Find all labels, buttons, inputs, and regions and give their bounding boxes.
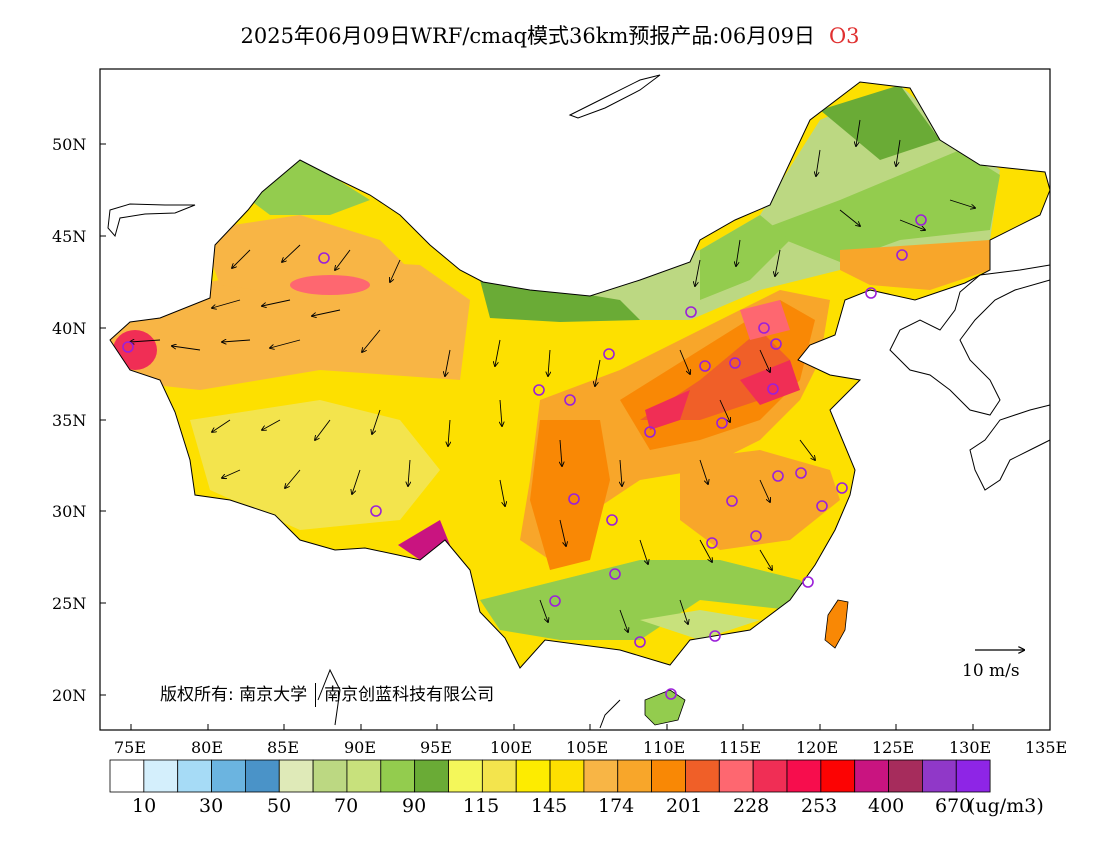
lon-label: 75E (114, 738, 147, 757)
lon-label: 120E (796, 738, 839, 757)
colorbar-swatch (854, 759, 889, 793)
colorbar-label: 70 (334, 795, 359, 817)
colorbar-swatch (244, 759, 280, 793)
colorbar-label: 253 (801, 795, 838, 817)
lat-label: 30N (52, 502, 87, 521)
lon-label: 95E (420, 738, 453, 757)
lon-label: 110E (643, 738, 686, 757)
china-outline (109, 81, 1051, 669)
colorbar-swatch (685, 759, 720, 793)
lon-label: 105E (566, 738, 609, 757)
colorbar-label: 228 (733, 795, 770, 817)
colorbar-swatch (515, 759, 551, 793)
copyright-credit: 版权所有: 南京大学 南京创蓝科技有限公司 (160, 680, 494, 707)
colorbar-swatch (617, 759, 652, 793)
colorbar-unit: (ug/m3) (968, 795, 1044, 817)
colorbar-swatch (346, 759, 382, 793)
hainan-island (644, 689, 686, 726)
axis-ticks (100, 143, 974, 730)
colorbar-label: 670 (935, 795, 972, 817)
colorbar-label: 400 (868, 795, 905, 817)
colorbar-swatch (583, 759, 619, 793)
city-markers (122, 214, 927, 700)
colorbar-swatch (888, 759, 923, 793)
colorbar-swatch (211, 759, 246, 793)
lat-label: 25N (52, 594, 87, 613)
colorbar-swatch (651, 759, 686, 793)
credit-left: 版权所有: 南京大学 (160, 685, 308, 705)
colorbar-swatch (109, 759, 145, 793)
colorbar-swatch (718, 759, 754, 793)
colorbar-swatch (752, 759, 788, 793)
wind-scale-label: 10 m/s (962, 661, 1020, 681)
lon-label: 130E (949, 738, 992, 757)
colorbar-swatch (481, 759, 517, 793)
credit-divider (315, 683, 317, 707)
map-title: 2025年06月09日WRF/cmaq模式36km预报产品:06月09日 O3 (0, 20, 1100, 50)
colorbar (109, 759, 991, 793)
colorbar-swatch (278, 759, 314, 793)
credit-right: 南京创蓝科技有限公司 (324, 685, 495, 705)
lat-label: 35N (52, 411, 87, 430)
species-label: O3 (828, 24, 860, 48)
lon-label: 125E (872, 738, 915, 757)
colorbar-label: 30 (199, 795, 224, 817)
colorbar-swatch (177, 759, 212, 793)
colorbar-swatch (448, 759, 483, 793)
lat-label: 45N (52, 227, 87, 246)
colorbar-label: 174 (598, 795, 635, 817)
lon-label: 115E (719, 738, 762, 757)
colorbar-label: 145 (531, 795, 568, 817)
colorbar-swatch (414, 759, 449, 793)
colorbar-swatch (820, 759, 856, 793)
colorbar-swatch (922, 759, 957, 793)
lon-label: 90E (344, 738, 377, 757)
wind-vectors (130, 119, 975, 632)
colorbar-label: 90 (402, 795, 427, 817)
neighbor-coastlines (107, 74, 1051, 729)
colorbar-swatch (549, 759, 585, 793)
colorbar-label: 201 (666, 795, 703, 817)
lon-label: 135E (1025, 738, 1068, 757)
colorbar-label: 50 (267, 795, 292, 817)
colorbar-label: 10 (132, 795, 157, 817)
title-text: 2025年06月09日WRF/cmaq模式36km预报产品:06月09日 (240, 24, 815, 48)
colorbar-label: 115 (463, 795, 500, 817)
colorbar-swatch (786, 759, 822, 793)
lat-label: 50N (52, 135, 87, 154)
lon-label: 100E (490, 738, 533, 757)
colorbar-swatch (955, 759, 991, 793)
taiwan-island (824, 599, 849, 649)
lon-label: 85E (267, 738, 300, 757)
colorbar-swatch (143, 759, 179, 793)
colorbar-swatch (380, 759, 416, 793)
lat-label: 20N (52, 686, 87, 705)
colorbar-swatch (312, 759, 348, 793)
lat-label: 40N (52, 319, 87, 338)
lon-label: 80E (191, 738, 224, 757)
